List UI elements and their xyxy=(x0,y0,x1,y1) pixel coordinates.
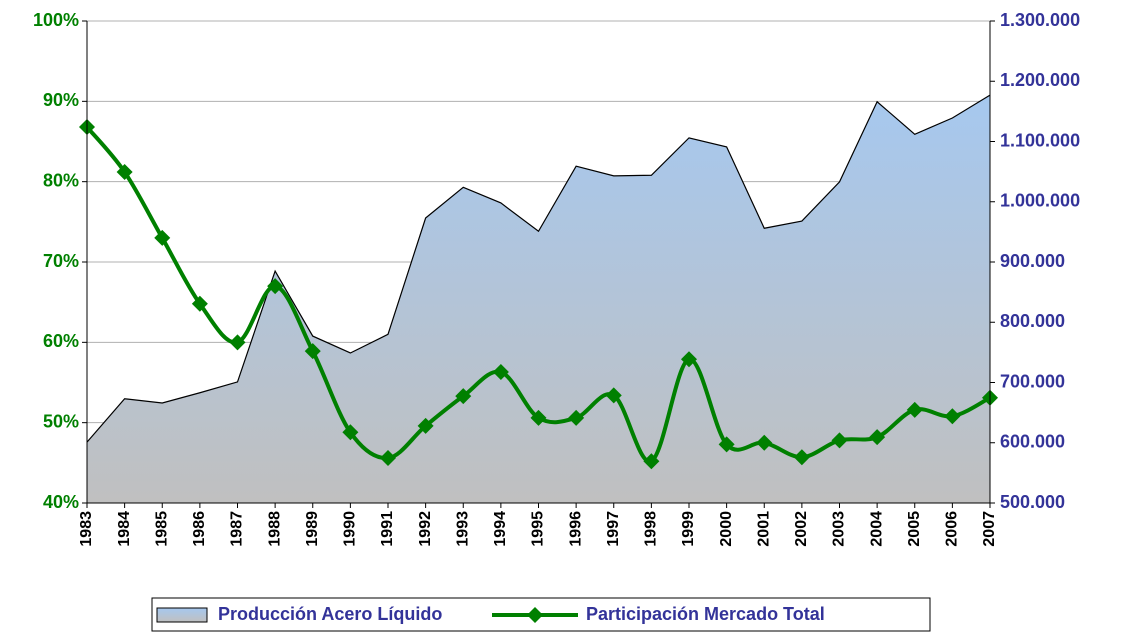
x-tick-label: 1985 xyxy=(153,511,170,547)
y-tick-label: 90% xyxy=(43,90,79,110)
y-tick-label: 70% xyxy=(43,251,79,271)
legend-swatch xyxy=(156,607,208,623)
x-tick-label: 1987 xyxy=(229,511,246,547)
area-outline xyxy=(86,94,991,443)
marker xyxy=(568,409,585,426)
marker xyxy=(492,364,509,381)
x-tick-label: 2007 xyxy=(981,511,998,547)
marker xyxy=(605,387,622,404)
x-tick-label: 1995 xyxy=(530,511,547,547)
x-tick-label: 1983 xyxy=(78,511,95,547)
marker xyxy=(116,164,133,181)
marker xyxy=(643,453,660,470)
marker xyxy=(756,434,773,451)
x-tick-label: 2005 xyxy=(906,511,923,547)
x-tick-label: 2004 xyxy=(868,511,885,547)
x-tick-label: 1998 xyxy=(643,511,660,547)
x-tick-label: 1984 xyxy=(116,511,133,547)
marker xyxy=(154,229,171,246)
x-tick-label: 2006 xyxy=(944,511,961,547)
y-tick-label: 80% xyxy=(43,170,79,190)
marker xyxy=(906,401,923,418)
marker xyxy=(831,432,848,449)
y2-tick-label: 700.000 xyxy=(1000,371,1065,391)
y2-tick-label: 900.000 xyxy=(1000,251,1065,271)
legend-label: Producción Acero Líquido xyxy=(218,604,442,624)
y-tick-label: 60% xyxy=(43,331,79,351)
marker xyxy=(342,424,359,441)
y2-tick-label: 500.000 xyxy=(1000,492,1065,512)
x-tick-label: 1996 xyxy=(567,511,584,547)
marker xyxy=(417,417,434,434)
y2-tick-label: 1.000.000 xyxy=(1000,191,1080,211)
y2-tick-label: 600.000 xyxy=(1000,432,1065,452)
x-tick-label: 2003 xyxy=(831,511,848,547)
marker xyxy=(681,351,697,368)
x-tick-label: 2001 xyxy=(755,511,772,547)
x-tick-label: 1993 xyxy=(454,511,471,547)
y2-tick-label: 1.100.000 xyxy=(1000,130,1080,150)
x-tick-label: 1992 xyxy=(417,511,434,547)
x-tick-label: 1991 xyxy=(379,511,396,547)
legend-label: Participación Mercado Total xyxy=(586,604,825,624)
y-tick-label: 50% xyxy=(43,411,79,431)
x-tick-label: 1988 xyxy=(266,511,283,547)
marker xyxy=(191,295,208,312)
x-tick-label: 2002 xyxy=(793,511,810,547)
marker xyxy=(793,449,810,466)
marker xyxy=(455,388,472,405)
marker xyxy=(267,278,284,295)
marker xyxy=(869,429,886,446)
legend-marker xyxy=(527,607,543,623)
y2-tick-label: 800.000 xyxy=(1000,311,1065,331)
marker xyxy=(944,408,961,425)
y2-tick-label: 1.300.000 xyxy=(1000,10,1080,30)
x-tick-label: 2000 xyxy=(718,511,735,547)
area xyxy=(87,95,990,504)
y-tick-label: 40% xyxy=(43,492,79,512)
x-tick-label: 1989 xyxy=(304,511,321,547)
y2-tick-label: 1.200.000 xyxy=(1000,70,1080,90)
marker xyxy=(229,334,246,351)
marker xyxy=(380,450,396,467)
marker xyxy=(718,436,735,453)
marker xyxy=(530,409,547,426)
x-tick-label: 1999 xyxy=(680,511,697,547)
y-tick-label: 100% xyxy=(33,10,79,30)
x-tick-label: 1994 xyxy=(492,511,509,547)
x-tick-label: 1986 xyxy=(191,511,208,547)
x-tick-label: 1997 xyxy=(605,511,622,547)
marker xyxy=(304,343,321,360)
x-tick-label: 1990 xyxy=(342,511,359,547)
